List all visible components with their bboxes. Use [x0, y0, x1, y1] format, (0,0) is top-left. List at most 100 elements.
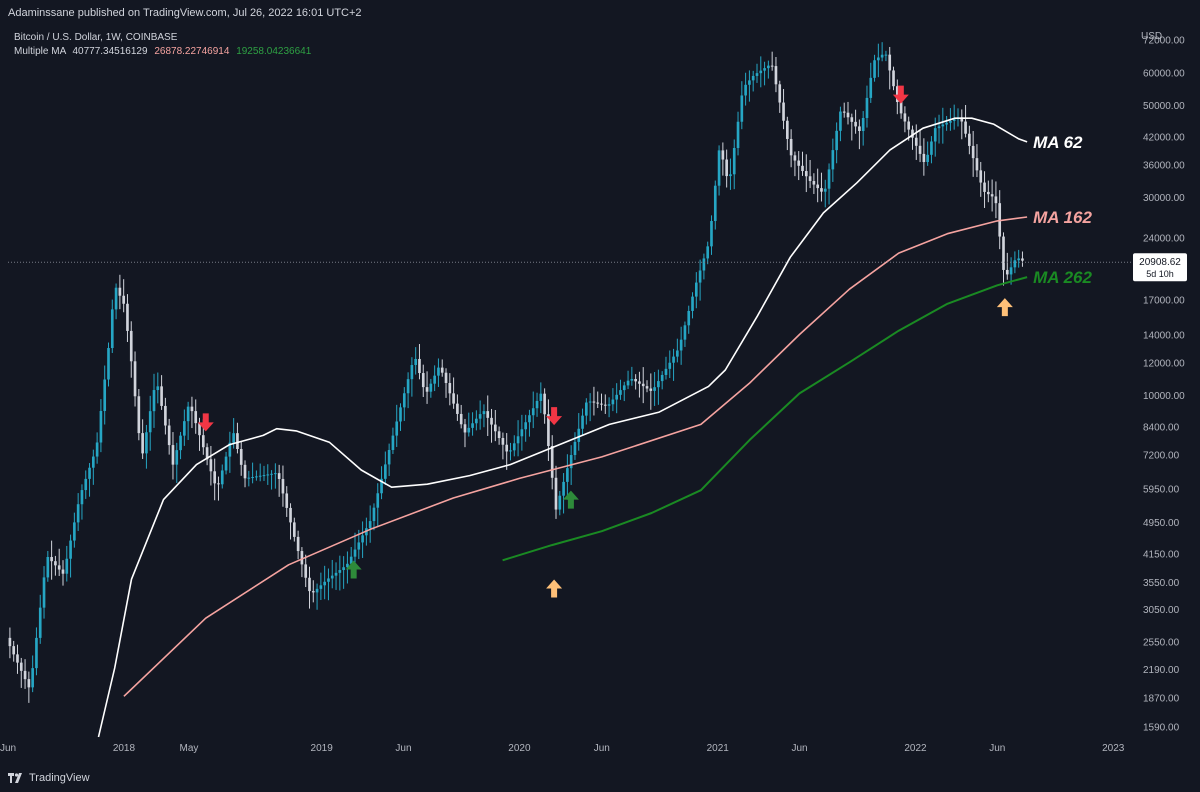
- candle-body: [634, 378, 637, 382]
- candle-body: [520, 429, 524, 437]
- candle-body: [592, 401, 596, 403]
- candle-body: [167, 425, 171, 446]
- candle-body: [478, 414, 482, 419]
- y-tick-label: 50000.00: [1143, 101, 1185, 112]
- candle-body: [895, 86, 899, 103]
- y-tick-label: 36000.00: [1143, 160, 1185, 171]
- candle-body: [35, 637, 38, 669]
- candle-body: [687, 310, 691, 326]
- candle-body: [907, 121, 911, 130]
- y-tick-label: 8400.00: [1143, 423, 1180, 434]
- candle-body: [755, 73, 759, 76]
- candle-body: [323, 581, 326, 586]
- x-tick-label: 2018: [113, 743, 136, 754]
- y-tick-label: 42000.00: [1143, 133, 1185, 144]
- candle-body: [270, 473, 273, 475]
- price-chart[interactable]: 72000.00 60000.00 50000.00 42000.00 36000.00…: [0, 25, 1200, 766]
- publisher-text: Adaminssane published on TradingView.com…: [8, 7, 362, 19]
- candle-body: [835, 130, 838, 151]
- candle-body: [103, 379, 107, 411]
- candle-body: [372, 507, 376, 522]
- candle-body: [964, 121, 967, 134]
- legend-indicator: Multiple MA 40777.34516129 26878.2274691…: [14, 46, 311, 57]
- y-tick-label: 1590.00: [1143, 723, 1180, 734]
- candle-body: [899, 102, 903, 114]
- candle-body: [296, 536, 300, 552]
- candle-body: [748, 80, 751, 85]
- candle-body: [793, 155, 797, 161]
- y-tick-label: 2550.00: [1143, 637, 1180, 648]
- candle-body: [482, 411, 486, 415]
- candle-body: [266, 474, 270, 476]
- candle-body: [626, 380, 630, 386]
- candle-body: [410, 365, 414, 380]
- candle-body: [186, 406, 190, 422]
- candle-body: [888, 54, 892, 71]
- candle-body: [475, 418, 478, 424]
- candle-body: [820, 188, 823, 192]
- candle-body: [664, 368, 668, 375]
- candle-body: [789, 138, 793, 156]
- candle-body: [437, 367, 440, 376]
- y-tick-label: 4950.00: [1143, 518, 1180, 529]
- y-tick-label: 10000.00: [1143, 391, 1185, 402]
- candle-body: [1009, 267, 1013, 275]
- candle-body: [384, 464, 387, 479]
- candle-body: [236, 433, 239, 449]
- x-tick-label: Jun: [395, 743, 411, 754]
- candle-body: [239, 449, 243, 465]
- candle-body: [122, 295, 125, 304]
- footer-bar: [0, 766, 1200, 792]
- candle-body: [524, 422, 527, 430]
- y-tick-label: 60000.00: [1143, 68, 1185, 79]
- candle-body: [509, 450, 512, 452]
- tradingview-logo[interactable]: TradingView: [8, 772, 90, 784]
- candle-body: [653, 387, 656, 391]
- candle-body: [490, 417, 493, 425]
- candle-body: [129, 330, 133, 362]
- candle-body: [691, 296, 694, 311]
- candle-body: [547, 414, 550, 447]
- candle-body: [842, 111, 846, 113]
- candle-body: [975, 158, 979, 171]
- y-tick-label: 72000.00: [1143, 35, 1185, 46]
- x-tick-label: 2019: [311, 743, 334, 754]
- candle-body: [683, 325, 687, 340]
- arrow-down-icon: [892, 85, 909, 104]
- candle-body: [801, 165, 804, 172]
- symbol-label: Bitcoin / U.S. Dollar, 1W, COINBASE: [14, 32, 178, 43]
- y-tick-label: 1870.00: [1143, 693, 1180, 704]
- candle-body: [858, 126, 861, 132]
- candle-body: [706, 246, 710, 259]
- candle-body: [8, 637, 12, 647]
- candle-body: [679, 339, 683, 351]
- candle-body: [569, 455, 573, 469]
- candle-body: [823, 188, 827, 192]
- candle-body: [175, 450, 179, 465]
- candle-body: [971, 145, 975, 159]
- candle-body: [566, 468, 569, 482]
- candle-body: [289, 507, 292, 523]
- candle-body: [1002, 236, 1005, 270]
- candle-body: [258, 475, 262, 477]
- candle-body: [550, 446, 554, 478]
- candle-body: [937, 126, 941, 129]
- candle-body: [395, 421, 399, 436]
- candle-body: [255, 476, 258, 478]
- candle-body: [543, 393, 546, 415]
- candle-body: [839, 111, 842, 131]
- candle-body: [717, 150, 721, 186]
- candle-body: [54, 561, 57, 566]
- ma62-value: 40777.34516129: [72, 46, 148, 57]
- candle-body: [786, 120, 789, 139]
- candle-body: [300, 551, 304, 565]
- candle-body: [57, 565, 61, 570]
- candle-body: [770, 65, 774, 67]
- ma-annotation: MA 162: [1033, 208, 1092, 227]
- candle-body: [145, 432, 148, 454]
- candle-body: [767, 65, 770, 69]
- candle-body: [869, 77, 873, 98]
- candle-body: [160, 386, 163, 406]
- candle-body: [338, 570, 342, 573]
- candle-body: [243, 464, 247, 479]
